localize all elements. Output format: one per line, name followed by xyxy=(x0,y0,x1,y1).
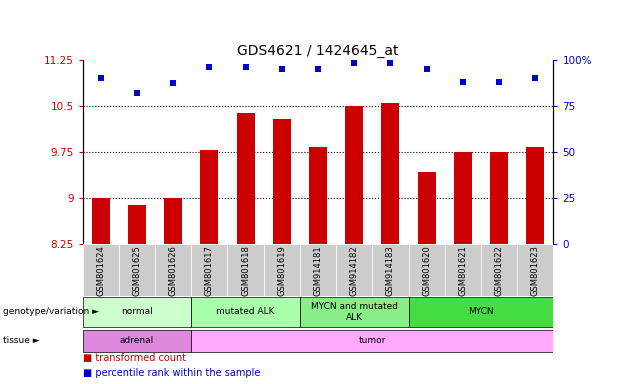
Point xyxy=(132,89,142,96)
Text: GSM801623: GSM801623 xyxy=(530,245,540,296)
Bar xyxy=(200,150,218,244)
Bar xyxy=(128,205,146,244)
Bar xyxy=(490,152,508,244)
Text: GSM914182: GSM914182 xyxy=(350,245,359,296)
Point xyxy=(349,60,359,66)
Text: tissue ►: tissue ► xyxy=(3,336,40,345)
Text: GSM801625: GSM801625 xyxy=(132,245,141,296)
Text: GSM801626: GSM801626 xyxy=(169,245,177,296)
Bar xyxy=(191,329,553,352)
Bar xyxy=(273,119,291,244)
Text: GSM801617: GSM801617 xyxy=(205,245,214,296)
Text: mutated ALK: mutated ALK xyxy=(216,308,275,316)
Text: ■ percentile rank within the sample: ■ percentile rank within the sample xyxy=(83,368,260,378)
Point xyxy=(95,75,106,81)
Text: normal: normal xyxy=(121,308,153,316)
Bar xyxy=(155,244,191,296)
Point xyxy=(168,80,178,86)
Bar xyxy=(445,244,481,296)
Bar xyxy=(336,244,372,296)
Text: tumor: tumor xyxy=(359,336,386,345)
Point xyxy=(530,75,541,81)
Text: GSM914183: GSM914183 xyxy=(386,245,395,296)
Bar xyxy=(264,244,300,296)
Text: GSM801620: GSM801620 xyxy=(422,245,431,296)
Bar xyxy=(481,244,517,296)
Bar xyxy=(83,297,191,327)
Text: MYCN: MYCN xyxy=(468,308,494,316)
Text: GSM801618: GSM801618 xyxy=(241,245,250,296)
Point xyxy=(458,79,468,85)
Text: GSM801621: GSM801621 xyxy=(459,245,467,296)
Bar xyxy=(418,172,436,244)
Point xyxy=(313,66,323,72)
Text: GSM801622: GSM801622 xyxy=(495,245,504,296)
Bar xyxy=(453,152,472,244)
Point xyxy=(277,66,287,72)
Bar xyxy=(119,244,155,296)
Bar xyxy=(191,244,228,296)
Point xyxy=(204,64,214,70)
Bar xyxy=(408,297,553,327)
Point xyxy=(494,79,504,85)
Text: adrenal: adrenal xyxy=(120,336,154,345)
Bar xyxy=(228,244,264,296)
Bar xyxy=(517,244,553,296)
Point xyxy=(422,66,432,72)
Text: GSM801624: GSM801624 xyxy=(96,245,106,296)
Bar xyxy=(309,147,327,244)
Bar xyxy=(92,198,110,244)
Bar xyxy=(408,244,445,296)
Bar xyxy=(300,244,336,296)
Bar xyxy=(83,244,119,296)
Text: GSM801619: GSM801619 xyxy=(277,245,286,296)
Bar xyxy=(300,297,408,327)
Bar xyxy=(164,198,183,244)
Title: GDS4621 / 1424645_at: GDS4621 / 1424645_at xyxy=(237,45,399,58)
Point xyxy=(385,60,396,66)
Text: ■ transformed count: ■ transformed count xyxy=(83,353,186,363)
Bar xyxy=(372,244,408,296)
Text: GSM914181: GSM914181 xyxy=(314,245,322,296)
Point xyxy=(240,64,251,70)
Bar xyxy=(345,106,363,244)
Bar xyxy=(526,147,544,244)
Text: MYCN and mutated
ALK: MYCN and mutated ALK xyxy=(311,302,398,322)
Bar xyxy=(191,297,300,327)
Text: genotype/variation ►: genotype/variation ► xyxy=(3,308,99,316)
Bar xyxy=(83,329,191,352)
Bar xyxy=(237,113,254,244)
Bar xyxy=(382,103,399,244)
